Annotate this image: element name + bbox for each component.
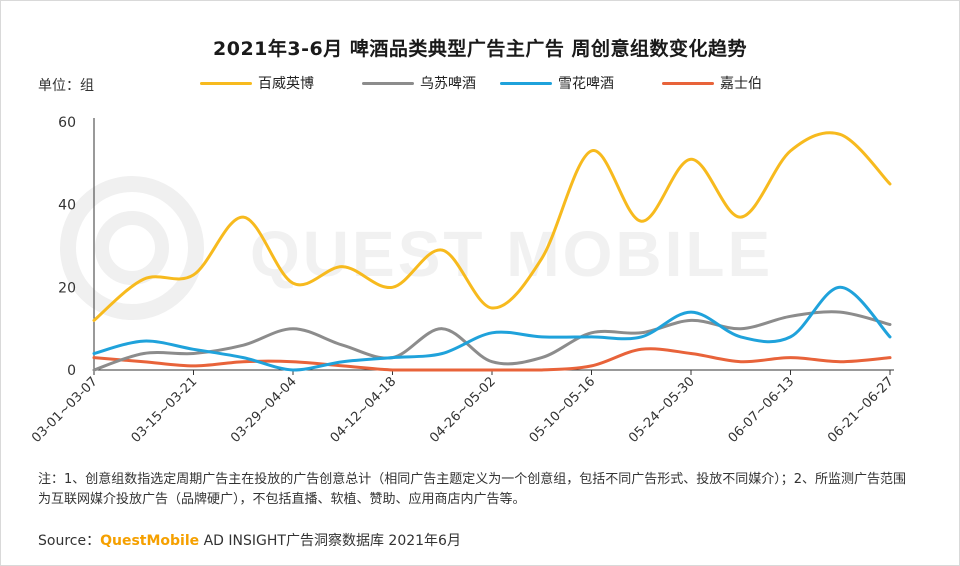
y-tick-label: 60 xyxy=(58,115,76,131)
legend-item-budweiser: 百威英博 xyxy=(200,75,314,93)
x-tick-label: 05-24~05-30 xyxy=(626,374,698,446)
source-prefix: Source： xyxy=(38,533,101,549)
legend-swatch-carlsberg xyxy=(662,81,714,85)
legend-label-carlsberg: 嘉士伯 xyxy=(720,76,762,92)
legend-swatch-wusu xyxy=(362,81,414,85)
x-tick-label: 04-26~05-02 xyxy=(427,374,499,446)
legend-label-snow: 雪花啤酒 xyxy=(558,76,614,92)
legend-swatch-snow xyxy=(500,81,552,85)
legend-label-budweiser: 百威英博 xyxy=(258,76,314,92)
legend-item-snow: 雪花啤酒 xyxy=(500,75,614,93)
source-line: Source：QuestMobile AD INSIGHT广告洞察数据库 202… xyxy=(38,530,461,550)
legend-label-wusu: 乌苏啤酒 xyxy=(420,76,476,92)
legend-item-wusu: 乌苏啤酒 xyxy=(362,75,476,93)
series-line-3 xyxy=(92,347,892,372)
watermark-logo: QUEST MOBILE xyxy=(60,176,773,320)
legend-item-carlsberg: 嘉士伯 xyxy=(662,75,762,93)
chart-title: 2021年3-6月 啤酒品类典型广告主广告 周创意组数变化趋势 xyxy=(213,38,747,60)
watermark-ring-inner xyxy=(95,211,169,285)
x-tick-label: 03-29~04-04 xyxy=(228,374,300,446)
legend-swatch-budweiser xyxy=(200,81,252,85)
y-tick-label: 20 xyxy=(58,280,76,296)
x-tick-label: 05-10~05-16 xyxy=(527,374,599,446)
watermark-ring-outer xyxy=(60,176,204,320)
series-layer xyxy=(92,131,892,372)
x-tick-label: 03-01~03-07 xyxy=(29,374,101,446)
x-tick-label: 06-21~06-27 xyxy=(825,374,897,446)
x-tick-label: 06-07~06-13 xyxy=(726,374,798,446)
line-chart: QUEST MOBILE 0 20 40 60 03-01~03-07 03-15~03-… xyxy=(29,115,897,446)
series-line-0 xyxy=(92,131,892,322)
y-tick-label: 40 xyxy=(58,198,76,214)
series-line-1 xyxy=(92,310,892,372)
footnote: 注：1、创意组数指选定周期广告主在投放的广告创意总计（相同广告主题定义为一个创意… xyxy=(38,472,907,507)
x-tick-label: 04-12~04-18 xyxy=(328,374,400,446)
unit-label: 单位：组 xyxy=(38,78,94,94)
x-tick-label: 03-15~03-21 xyxy=(129,374,201,446)
watermark-text: QUEST MOBILE xyxy=(250,218,773,290)
source-brand: QuestMobile xyxy=(100,533,200,549)
y-tick-label: 0 xyxy=(67,363,76,379)
series-line-2 xyxy=(92,285,892,372)
source-suffix: AD INSIGHT广告洞察数据库 2021年6月 xyxy=(199,533,461,549)
